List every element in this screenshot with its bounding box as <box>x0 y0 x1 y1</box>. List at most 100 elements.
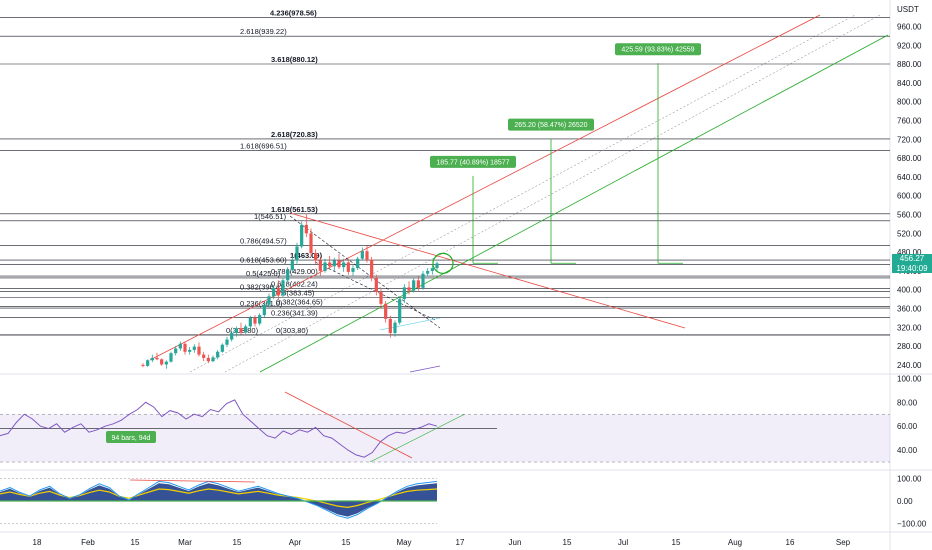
candle-body <box>295 246 299 261</box>
candle-body <box>183 343 187 352</box>
candle-body <box>402 287 406 300</box>
macd-tick-label: −100.00 <box>897 519 927 528</box>
candle-body <box>169 353 173 362</box>
fib-level-label: 0.382(396.4) <box>240 282 283 291</box>
price-tick-label: 800.00 <box>897 98 922 107</box>
candle-body <box>239 328 243 333</box>
fib-level-label: 3.618(880.12) <box>271 55 318 64</box>
price-tick-label: 880.00 <box>897 60 922 69</box>
trend-channel-line <box>189 14 856 373</box>
candle-body <box>286 269 290 281</box>
time-tick-label: Sep <box>836 538 851 547</box>
candle-body <box>141 364 145 366</box>
candle-body <box>412 280 416 291</box>
candle-body <box>351 268 355 272</box>
candle-body <box>290 260 294 270</box>
time-tick-label: 15 <box>342 538 351 547</box>
candle-body <box>342 262 346 268</box>
candle-body <box>248 317 252 327</box>
target-label: 185.77 (40.89%) 18577 <box>436 159 509 166</box>
target-label-box <box>430 155 516 168</box>
candle-body <box>318 260 322 271</box>
fib-level-label: 2.618(939.22) <box>240 27 287 36</box>
candle-body <box>398 299 402 323</box>
descending-trendline <box>289 215 441 329</box>
time-tick-label: Aug <box>728 538 742 547</box>
time-tick-label: 15 <box>563 538 572 547</box>
candle-body <box>416 280 420 288</box>
fib-level-label: 0.618(402.24) <box>271 280 318 289</box>
candle-body <box>309 233 313 254</box>
candle-body <box>360 251 364 259</box>
candle-body <box>365 251 369 260</box>
fib-level-label: 4.236(978.56) <box>270 9 317 18</box>
price-tick-label: 640.00 <box>897 173 922 182</box>
fib-level-label: 0.5(383.45) <box>276 289 315 298</box>
candle-body <box>276 287 280 296</box>
fib-level-label: 0.236(341.39) <box>271 308 318 317</box>
candle-body <box>164 361 168 365</box>
rsi-trendline <box>284 391 413 459</box>
rsi-tick-label: 100.00 <box>897 374 922 383</box>
bar-countdown-badge: 19:40:09 <box>892 264 932 273</box>
price-tick-label: 760.00 <box>897 116 922 125</box>
candle-body <box>272 287 276 297</box>
trend-channel-line <box>259 34 889 373</box>
macd-trendline <box>129 479 256 483</box>
time-tick-label: 18 <box>33 538 42 547</box>
candle-body <box>262 304 266 316</box>
candle-body <box>178 343 182 349</box>
candle-body <box>332 260 336 267</box>
fib-level-label: 0.786(494.57) <box>240 236 287 245</box>
descending-trendline <box>289 212 686 329</box>
price-tick-label: 480.00 <box>897 248 922 257</box>
candle-body <box>244 326 248 333</box>
candle-body <box>379 292 383 304</box>
breakout-circle <box>432 252 454 274</box>
price-tick-label: 360.00 <box>897 305 922 314</box>
trend-channel-line <box>149 14 821 361</box>
candle-body <box>435 263 439 269</box>
time-tick-label: 17 <box>456 538 465 547</box>
price-tick-label: 960.00 <box>897 22 922 31</box>
fib-level-label: 0.382(364.65) <box>276 297 323 306</box>
candle-body <box>430 268 434 271</box>
candle-body <box>426 270 430 274</box>
candle-body <box>155 357 159 360</box>
current-price-badge: 456.27 <box>892 254 932 264</box>
candle-body <box>421 273 425 288</box>
candle-body <box>384 303 388 319</box>
price-tick-label: 560.00 <box>897 211 922 220</box>
fib-level-label: 0.786(429.00) <box>271 267 318 276</box>
target-label-box <box>508 118 594 131</box>
candle-body <box>267 296 271 305</box>
candle-body <box>230 332 234 340</box>
candle-body <box>346 262 350 272</box>
candle-body <box>202 354 206 358</box>
candle-body <box>192 346 196 350</box>
price-tick-label: 240.00 <box>897 361 922 370</box>
time-tick-label: May <box>396 538 411 547</box>
rsi-annotation: 94 bars, 94d <box>112 435 151 442</box>
macd-tick-label: 100.00 <box>897 475 922 484</box>
target-label: 265.20 (58.47%) 26520 <box>514 122 587 129</box>
candle-body <box>356 258 360 269</box>
candle-body <box>150 357 154 361</box>
price-unit: USDT <box>897 5 919 14</box>
fib-level-label: 1.618(561.53) <box>271 205 318 214</box>
price-tick-label: 840.00 <box>897 79 922 88</box>
fib-level-label: 1(463.09) <box>290 251 323 260</box>
price-tick-label: 600.00 <box>897 192 922 201</box>
candle-body <box>323 262 327 271</box>
target-label: 425.59 (93.83%) 42559 <box>621 47 694 54</box>
time-tick-label: Feb <box>81 538 95 547</box>
fib-level-label: 1.618(696.51) <box>240 141 287 150</box>
candle-body <box>388 318 392 333</box>
price-tick-label: 520.00 <box>897 229 922 238</box>
candle-body <box>146 360 150 366</box>
time-tick-label: Jun <box>509 538 522 547</box>
fib-level-label: 1(546.51) <box>254 212 287 221</box>
macd-line <box>0 480 438 519</box>
candle-body <box>220 344 224 352</box>
